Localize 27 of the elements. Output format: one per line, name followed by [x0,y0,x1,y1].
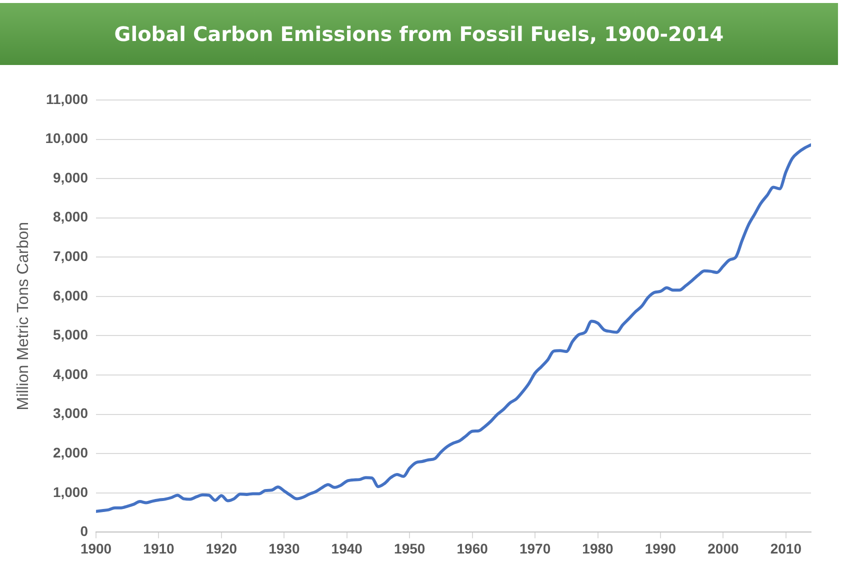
y-tick-label: 3,000 [52,405,88,422]
y-tick-label: 11,000 [46,90,88,107]
x-tick-label: 1980 [582,540,614,556]
y-tick-label: 5,000 [52,326,88,343]
y-tick-label: 2,000 [52,444,88,460]
x-tick-label: 1950 [394,540,426,556]
x-tick-label: 1940 [331,540,363,556]
y-tick-label: 7,000 [52,248,88,264]
y-tick-label: 9,000 [52,169,88,186]
x-tick-label: 1910 [143,540,175,556]
y-axis-title: Million Metric Tons Carbon [15,222,32,410]
line-series [96,143,811,513]
chart-title: Global Carbon Emissions from Fossil Fuels, 1900-2014 [0,3,838,65]
y-tick-label: 4,000 [52,366,88,382]
y-tick-label: 1,000 [52,484,88,500]
x-tick-label: 1960 [456,540,488,556]
y-tick-label: 8,000 [52,208,88,225]
x-tick-label: 1900 [80,540,112,556]
x-tick-label: 1970 [519,540,551,556]
x-tick-label: 1920 [206,540,238,556]
x-tick-label: 1930 [268,540,300,556]
x-tick-label: 2010 [770,540,802,556]
y-tick-label: 10,000 [45,130,88,146]
y-tick-label: 0 [80,523,88,540]
x-tick-label: 1990 [644,540,676,556]
x-tick-label: 2000 [708,540,739,556]
y-tick-label: 6,000 [52,287,88,304]
